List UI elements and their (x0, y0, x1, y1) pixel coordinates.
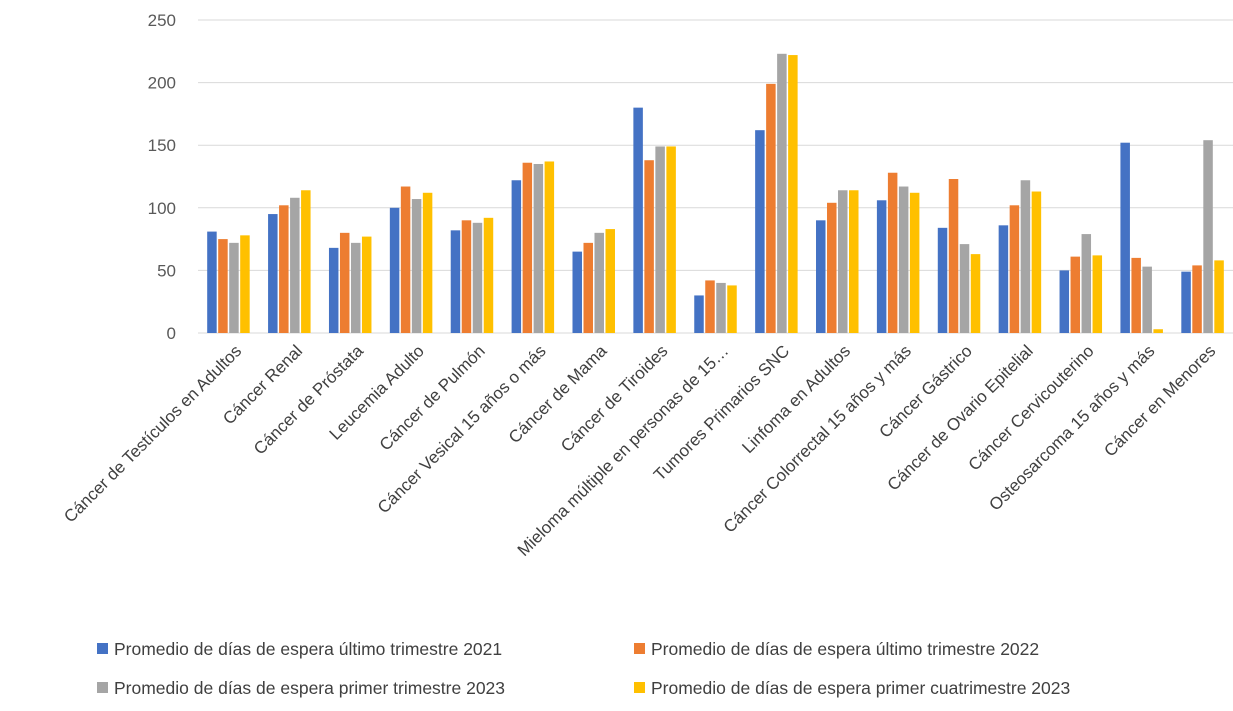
legend-label: Promedio de días de espera último trimes… (651, 639, 1039, 659)
x-tick-label: Linfoma en Adultos (738, 341, 854, 457)
bar-1 (511, 180, 522, 333)
bar-4 (1153, 329, 1163, 333)
bars (207, 53, 1224, 334)
bar-2 (279, 205, 289, 333)
x-tick-label: Cáncer de Próstata (250, 341, 367, 458)
bar-4 (240, 235, 250, 333)
bar-1 (328, 247, 339, 333)
bar-1 (876, 200, 887, 333)
bar-2 (887, 172, 898, 333)
y-tick-label: 100 (148, 199, 176, 218)
legend-label: Promedio de días de espera último trimes… (114, 639, 502, 659)
bar-4 (361, 236, 372, 333)
bar-2 (339, 232, 350, 333)
bar-2 (1009, 205, 1020, 333)
bar-2 (766, 83, 776, 333)
bar-1 (633, 107, 643, 333)
legend-swatch (97, 682, 108, 693)
legend-swatch (97, 643, 108, 654)
legend-swatch (634, 643, 645, 654)
bar-3 (1203, 140, 1213, 333)
bar-4 (727, 285, 737, 333)
bar-4 (544, 161, 555, 333)
bar-3 (716, 282, 726, 333)
bar-1 (694, 295, 704, 333)
bar-3 (777, 53, 787, 334)
bar-3 (533, 163, 544, 333)
bar-3 (411, 199, 422, 333)
x-tick-label: Cáncer de Pulmón (376, 341, 489, 454)
bar-3 (959, 244, 970, 333)
legend-swatch (634, 682, 645, 693)
bar-3 (1142, 266, 1152, 333)
legend-label: Promedio de días de espera primer cuatri… (651, 678, 1070, 698)
bar-4 (909, 192, 920, 333)
bar-3 (838, 190, 848, 333)
bar-1 (1059, 270, 1070, 333)
bar-1 (389, 207, 400, 333)
y-tick-label: 250 (148, 11, 176, 30)
bar-1 (755, 130, 765, 333)
bar-1 (207, 231, 217, 333)
bar-3 (229, 242, 239, 333)
bar-2 (583, 242, 593, 333)
legend-label: Promedio de días de espera primer trimes… (114, 678, 505, 698)
bar-4 (970, 254, 981, 333)
bar-4 (1092, 255, 1103, 333)
bar-4 (849, 190, 859, 333)
bar-4 (483, 217, 494, 333)
bar-2 (400, 186, 411, 333)
bar-3 (472, 222, 483, 333)
bar-3 (1081, 234, 1092, 333)
bar-1 (1120, 142, 1130, 333)
x-tick-label: Cáncer de Tiroides (557, 341, 671, 455)
y-axis: 0 50 100 150 200 250 (148, 11, 176, 343)
bar-2 (522, 162, 533, 333)
bar-1 (450, 230, 461, 333)
bar-2 (1131, 257, 1141, 333)
bar-1 (816, 220, 826, 333)
bar-3 (290, 197, 300, 333)
bar-2 (218, 239, 228, 333)
bar-4 (1031, 191, 1042, 333)
legend: Promedio de días de espera último trimes… (97, 639, 1070, 698)
bar-3 (350, 242, 361, 333)
x-tick-label: Cáncer en Menores (1100, 341, 1219, 460)
bar-1 (1181, 271, 1191, 333)
bar-3 (1020, 180, 1031, 333)
y-tick-label: 200 (148, 74, 176, 93)
bar-4 (1214, 260, 1224, 333)
bar-4 (666, 146, 676, 333)
bar-3 (594, 232, 604, 333)
bar-4 (301, 190, 311, 333)
y-tick-label: 50 (157, 261, 176, 280)
y-tick-label: 150 (148, 136, 176, 155)
bar-1 (937, 227, 948, 333)
bar-2 (461, 220, 472, 333)
bar-3 (655, 146, 665, 333)
bar-4 (788, 55, 798, 334)
x-tick-label: Mieloma múltiple en personas de 15… (514, 341, 733, 560)
bar-3 (898, 186, 909, 333)
bar-1 (998, 225, 1009, 333)
bar-1 (268, 214, 278, 333)
bar-2 (1070, 256, 1081, 333)
x-tick-label: Cáncer de Testículos en Adultos (60, 341, 245, 526)
bar-2 (827, 202, 837, 333)
bar-2 (1192, 265, 1202, 333)
bar-2 (948, 179, 959, 333)
bar-2 (644, 160, 654, 333)
bar-4 (605, 229, 615, 333)
bar-2 (705, 280, 715, 333)
bar-1 (572, 251, 582, 333)
bar-4 (422, 192, 433, 333)
y-tick-label: 0 (167, 324, 176, 343)
